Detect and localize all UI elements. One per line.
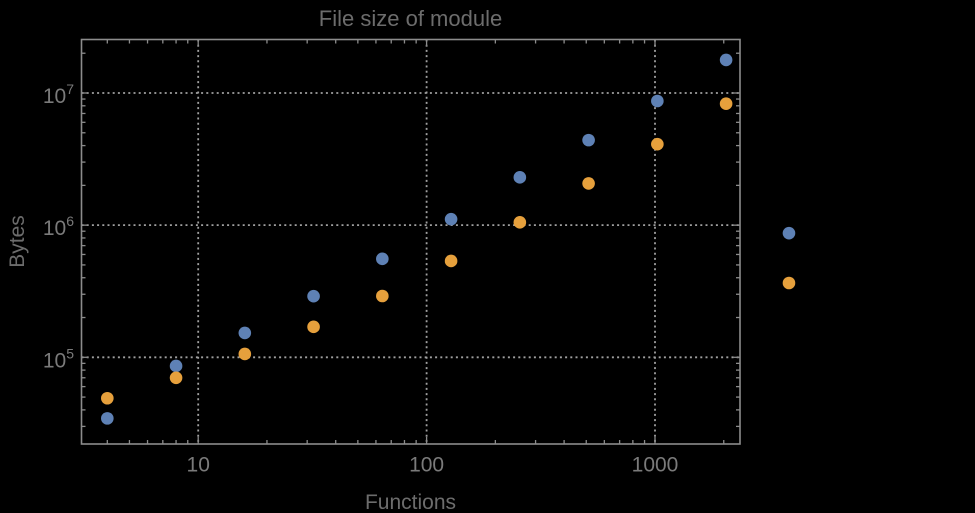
- x-tick-labels: 10 100 1000: [187, 454, 679, 477]
- data-point-series-orange-x1024: [651, 137, 664, 151]
- data-point-series-orange-x64: [376, 289, 389, 303]
- data-point-series-blue-x128: [444, 212, 458, 226]
- data-points: [101, 53, 796, 425]
- data-point-series-blue-x64: [376, 252, 389, 266]
- data-point-series-blue-x16: [238, 326, 252, 340]
- data-point-series-blue-x2048: [719, 53, 733, 67]
- data-point-series-orange-x2048: [719, 97, 733, 110]
- plot-frame: [80, 38, 741, 445]
- y-tick-label-10⁷: 107: [43, 81, 74, 108]
- y-axis-label: Bytes: [6, 215, 29, 268]
- x-tick-label-1000: 1000: [632, 454, 679, 477]
- y-tick-label-10⁵: 105: [43, 345, 74, 372]
- data-point-series-blue-x256: [513, 171, 527, 184]
- data-point-series-orange-x16: [238, 347, 252, 361]
- gridlines: [81, 39, 740, 444]
- axis-ticks: [81, 39, 740, 444]
- x-tick-label-100: 100: [409, 454, 444, 477]
- x-tick-label-10: 10: [187, 454, 210, 477]
- data-point-series-blue-x512: [582, 133, 595, 147]
- chart-title: File size of module: [319, 6, 502, 31]
- data-point-series-blue-x8: [169, 359, 183, 373]
- data-point-series-blue-x3860: [782, 226, 796, 240]
- data-point-series-orange-x512: [582, 177, 595, 190]
- data-point-series-blue-x4: [101, 412, 114, 425]
- y-tick-label-10⁶: 106: [43, 213, 74, 240]
- x-axis-label: Functions: [365, 491, 456, 513]
- data-point-series-orange-x32: [307, 320, 320, 334]
- data-point-series-orange-x3860: [782, 276, 796, 290]
- data-point-series-orange-x4: [101, 391, 114, 405]
- data-point-series-orange-x256: [513, 216, 527, 229]
- data-point-series-blue-x1024: [651, 94, 664, 108]
- y-tick-labels: 105 106 107: [43, 81, 74, 372]
- data-point-series-orange-x128: [444, 254, 458, 268]
- data-point-series-blue-x32: [307, 289, 320, 303]
- data-point-series-orange-x8: [169, 371, 183, 385]
